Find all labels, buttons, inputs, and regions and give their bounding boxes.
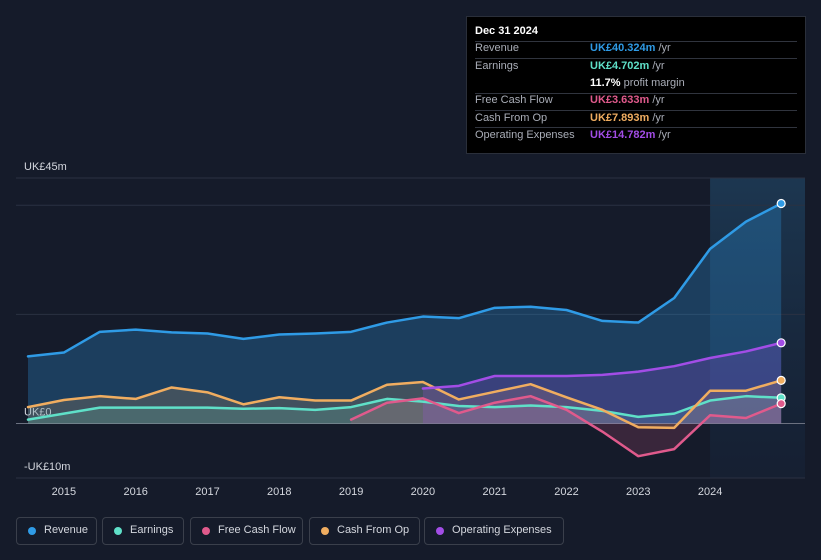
legend-label: Operating Expenses <box>452 524 552 536</box>
cfo-line <box>26 379 783 430</box>
tooltip-value: UK£40.324m/yr <box>590 42 671 54</box>
x-tick-label: 2022 <box>554 486 578 498</box>
y-label-top: UK£45m <box>24 161 67 173</box>
y-label-zero: UK£0 <box>24 406 52 418</box>
legend-dot-icon <box>202 527 210 535</box>
revenue-line <box>26 202 783 358</box>
tooltip-value: UK£7.893m/yr <box>590 112 665 124</box>
tooltip-row-earnings: Earnings UK£4.702m/yr <box>467 58 807 75</box>
tooltip-divider <box>475 41 797 42</box>
legend-label: Free Cash Flow <box>218 524 296 536</box>
tooltip-value: UK£3.633m/yr <box>590 94 665 106</box>
revenue-end-point <box>776 198 786 209</box>
x-tick-label: 2015 <box>52 486 76 498</box>
tooltip-divider <box>475 110 797 111</box>
tooltip-label: Earnings <box>475 60 519 72</box>
tooltip-value: UK£4.702m/yr <box>590 60 665 72</box>
legend-label: Earnings <box>130 524 174 536</box>
x-tick-label: 2017 <box>195 486 219 498</box>
tooltip-row-margin: 11.7% profit margin <box>467 75 807 92</box>
tooltip-row-revenue: Revenue UK£40.324m/yr <box>467 40 807 57</box>
fcf-end-point <box>776 399 786 409</box>
legend-item-revenue[interactable]: Revenue <box>16 517 97 545</box>
legend-label: Cash From Op <box>337 524 410 536</box>
x-tick-label: 2019 <box>339 486 363 498</box>
legend-dot-icon <box>321 527 329 535</box>
y-label-bottom: -UK£10m <box>24 461 70 473</box>
legend-item-earnings[interactable]: Earnings <box>102 517 184 545</box>
fcf-line <box>349 394 783 458</box>
opex-end-point <box>776 338 786 348</box>
tooltip-label: Cash From Op <box>475 112 548 124</box>
legend-item-opex[interactable]: Operating Expenses <box>424 517 564 545</box>
tooltip-row-fcf: Free Cash Flow UK£3.633m/yr <box>467 92 807 109</box>
cfo-end-point <box>776 375 786 386</box>
tooltip-row-cfo: Cash From Op UK£7.893m/yr <box>467 110 807 127</box>
earnings-area <box>28 396 782 424</box>
x-tick-label: 2020 <box>411 486 435 498</box>
tooltip-label: Revenue <box>475 42 520 54</box>
x-tick-label: 2024 <box>698 486 722 498</box>
cfo-area <box>28 380 782 428</box>
tooltip-label: Free Cash Flow <box>475 94 553 106</box>
tooltip-value: UK£14.782m/yr <box>590 129 671 141</box>
legend-item-fcf[interactable]: Free Cash Flow <box>190 517 303 545</box>
legend-dot-icon <box>436 527 444 535</box>
tooltip-value: 11.7% profit margin <box>590 77 685 89</box>
opex-line <box>421 341 783 390</box>
tooltip-divider <box>475 93 797 94</box>
x-tick-label: 2018 <box>267 486 291 498</box>
revenue-area <box>28 203 782 424</box>
fcf-area <box>351 396 782 457</box>
tooltip-date: Dec 31 2024 <box>475 25 538 37</box>
tooltip-label: Operating Expenses <box>475 129 575 141</box>
tooltip-divider <box>475 127 797 128</box>
x-tick-label: 2021 <box>482 486 506 498</box>
forecast-highlight <box>710 178 805 478</box>
legend-label: Revenue <box>44 524 89 536</box>
x-tick-label: 2023 <box>626 486 650 498</box>
x-tick-label: 2016 <box>123 486 147 498</box>
legend-dot-icon <box>28 527 36 535</box>
tooltip-divider <box>475 58 797 59</box>
tooltip: Dec 31 2024 Revenue UK£40.324m/yr Earnin… <box>466 16 806 154</box>
tooltip-row-opex: Operating Expenses UK£14.782m/yr <box>467 127 807 144</box>
legend-item-cfo[interactable]: Cash From Op <box>309 517 420 545</box>
legend-dot-icon <box>114 527 122 535</box>
